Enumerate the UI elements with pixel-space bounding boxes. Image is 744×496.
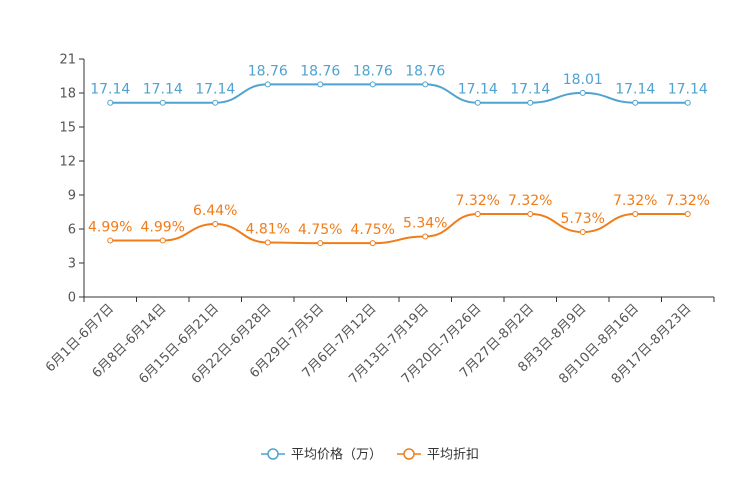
legend-item-1[interactable]: 平均折扣 xyxy=(397,448,479,463)
data-label: 5.34% xyxy=(403,215,447,231)
data-label: 18.76 xyxy=(300,63,340,79)
data-label: 4.75% xyxy=(298,222,342,238)
data-point[interactable] xyxy=(579,89,586,96)
data-label: 7.32% xyxy=(666,193,710,209)
series-1: 4.99% 4.99% 6.44% 4.81% 4.75% 4.75% 5.34% 7.32%… xyxy=(88,193,710,247)
data-point[interactable] xyxy=(474,211,481,218)
series-layer: 17.14 17.14 17.14 18.76 18.76 18.76 18.76 17.14… xyxy=(88,63,710,247)
data-point[interactable] xyxy=(422,233,429,240)
data-label: 18.76 xyxy=(353,63,393,79)
data-point[interactable] xyxy=(684,211,691,218)
y-tick-label: 6 xyxy=(68,223,76,238)
data-point[interactable] xyxy=(632,211,639,218)
data-label: 17.14 xyxy=(510,82,550,98)
data-label: 4.99% xyxy=(88,219,132,235)
legend-item-0[interactable]: 平均价格（万） xyxy=(261,447,382,463)
data-point[interactable] xyxy=(159,99,166,106)
data-label: 7.32% xyxy=(456,193,500,209)
legend-label: 平均价格（万） xyxy=(291,447,382,463)
y-tick-label: 3 xyxy=(68,257,76,272)
data-point[interactable] xyxy=(317,81,324,88)
data-label: 6.44% xyxy=(193,203,237,219)
data-label: 4.99% xyxy=(141,219,185,235)
y-tick-label: 15 xyxy=(59,121,76,136)
data-label: 4.75% xyxy=(351,222,395,238)
data-point[interactable] xyxy=(684,99,691,106)
y-tick-label: 18 xyxy=(59,87,76,102)
data-label: 17.14 xyxy=(195,82,235,98)
data-point[interactable] xyxy=(422,81,429,88)
data-point[interactable] xyxy=(369,81,376,88)
data-label: 4.81% xyxy=(246,221,290,237)
y-tick-label: 0 xyxy=(68,291,76,306)
series-0: 17.14 17.14 17.14 18.76 18.76 18.76 18.76 17.14… xyxy=(90,63,708,106)
data-point[interactable] xyxy=(474,99,481,106)
legend: 平均价格（万） 平均折扣 xyxy=(261,447,479,463)
legend-label: 平均折扣 xyxy=(427,448,479,463)
data-label: 5.73% xyxy=(561,211,605,227)
y-tick-label: 12 xyxy=(59,155,76,170)
data-point[interactable] xyxy=(107,99,114,106)
data-label: 17.14 xyxy=(668,82,708,98)
data-point[interactable] xyxy=(264,239,271,246)
data-label: 17.14 xyxy=(143,82,183,98)
y-tick-label: 9 xyxy=(68,189,76,204)
legend-marker xyxy=(403,448,415,460)
data-point[interactable] xyxy=(264,81,271,88)
data-point[interactable] xyxy=(159,237,166,244)
data-label: 18.76 xyxy=(405,63,445,79)
series-line xyxy=(110,213,688,245)
data-label: 17.14 xyxy=(458,82,498,98)
y-tick-label: 21 xyxy=(59,53,76,68)
data-point[interactable] xyxy=(369,240,376,247)
data-label: 18.76 xyxy=(248,63,288,79)
data-point[interactable] xyxy=(632,99,639,106)
data-point[interactable] xyxy=(317,240,324,247)
legend-marker xyxy=(267,448,279,460)
data-point[interactable] xyxy=(107,237,114,244)
data-point[interactable] xyxy=(527,99,534,106)
data-label: 7.32% xyxy=(508,193,552,209)
data-label: 17.14 xyxy=(90,82,130,98)
data-label: 17.14 xyxy=(615,82,655,98)
data-label: 7.32% xyxy=(613,193,657,209)
data-label: 18.01 xyxy=(563,72,603,88)
data-point[interactable] xyxy=(212,221,219,228)
data-point[interactable] xyxy=(527,211,534,218)
data-point[interactable] xyxy=(579,229,586,236)
data-point[interactable] xyxy=(212,99,219,106)
